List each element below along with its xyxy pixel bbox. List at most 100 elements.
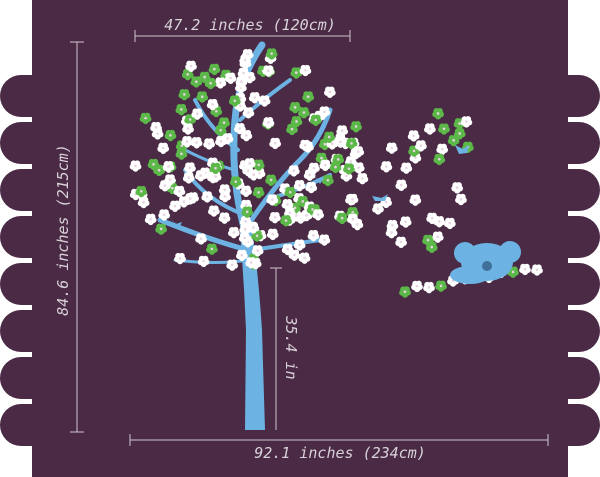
flower [345, 137, 358, 150]
flower [300, 209, 313, 222]
flower [318, 234, 331, 246]
flower [324, 86, 336, 98]
flower [350, 121, 362, 133]
flower [164, 129, 177, 142]
flower [240, 185, 252, 197]
flower [203, 138, 215, 150]
flower [281, 243, 294, 256]
flower [135, 185, 148, 198]
flower [219, 190, 231, 203]
flower [352, 146, 365, 158]
flower [150, 121, 162, 134]
flower [236, 249, 248, 262]
top-width-label: 47.2 inches (120cm) [164, 16, 336, 34]
flower [438, 123, 450, 135]
flower [175, 103, 188, 116]
flower [182, 172, 195, 184]
flower [352, 162, 365, 174]
flower [266, 228, 279, 241]
flower [312, 209, 324, 221]
flower [409, 194, 422, 206]
flower [162, 161, 175, 173]
flower [240, 129, 253, 142]
flower [178, 88, 191, 101]
flower [137, 196, 150, 209]
flower [182, 123, 194, 135]
flower [269, 137, 282, 150]
flower [191, 108, 204, 120]
flower [181, 136, 193, 148]
flower [407, 130, 420, 142]
flower [215, 135, 227, 148]
flower [336, 125, 349, 137]
flower [293, 179, 306, 192]
flower [386, 219, 399, 232]
flower [307, 229, 320, 242]
flower [245, 257, 257, 269]
flower [252, 186, 265, 199]
flower [308, 162, 320, 175]
flower [242, 107, 255, 119]
flower [243, 158, 256, 170]
flower [195, 233, 207, 245]
flower [455, 193, 467, 206]
flower [302, 91, 315, 103]
flower [196, 91, 209, 103]
flower [334, 136, 347, 148]
flower [208, 205, 220, 217]
flower [197, 255, 210, 268]
flower [208, 63, 221, 76]
flower [293, 239, 306, 251]
flower [185, 60, 197, 73]
flower [218, 212, 231, 224]
flower [226, 259, 239, 271]
flower [426, 212, 438, 225]
flower [395, 236, 407, 249]
total-width-label: 92.1 inches (234cm) [254, 444, 426, 462]
flower [424, 123, 436, 135]
flower [436, 143, 449, 156]
trunk-height-label: 35.4 in [282, 315, 300, 379]
flower [462, 141, 474, 154]
flower [329, 161, 342, 174]
flower [228, 226, 240, 239]
flower [286, 123, 298, 136]
flower [411, 280, 423, 293]
flower [435, 280, 447, 292]
flower [305, 181, 318, 194]
flower [218, 117, 230, 129]
flower [262, 65, 275, 77]
flower [519, 263, 531, 276]
flower [453, 128, 466, 140]
flower [139, 112, 152, 125]
flower [194, 170, 207, 182]
flower [322, 174, 334, 187]
flower [323, 131, 336, 143]
flower [239, 223, 252, 236]
flower [289, 101, 301, 114]
flower [241, 206, 254, 218]
flower [178, 196, 190, 208]
flower [395, 179, 408, 191]
flower [229, 176, 242, 188]
flower [372, 203, 384, 215]
flower [299, 64, 312, 77]
flower [269, 211, 281, 224]
flower [190, 76, 203, 88]
flower [399, 216, 412, 228]
flower [265, 48, 278, 60]
flower [129, 160, 142, 172]
flower [318, 106, 331, 118]
flower [209, 162, 222, 175]
flower [299, 139, 312, 152]
flower [228, 95, 241, 107]
flower [422, 234, 434, 247]
flower [265, 174, 277, 186]
flower [204, 77, 217, 90]
flower [287, 165, 300, 177]
height-label: 84.6 inches (215cm) [54, 144, 72, 316]
flower [243, 71, 256, 84]
dimension-lines [70, 30, 549, 446]
